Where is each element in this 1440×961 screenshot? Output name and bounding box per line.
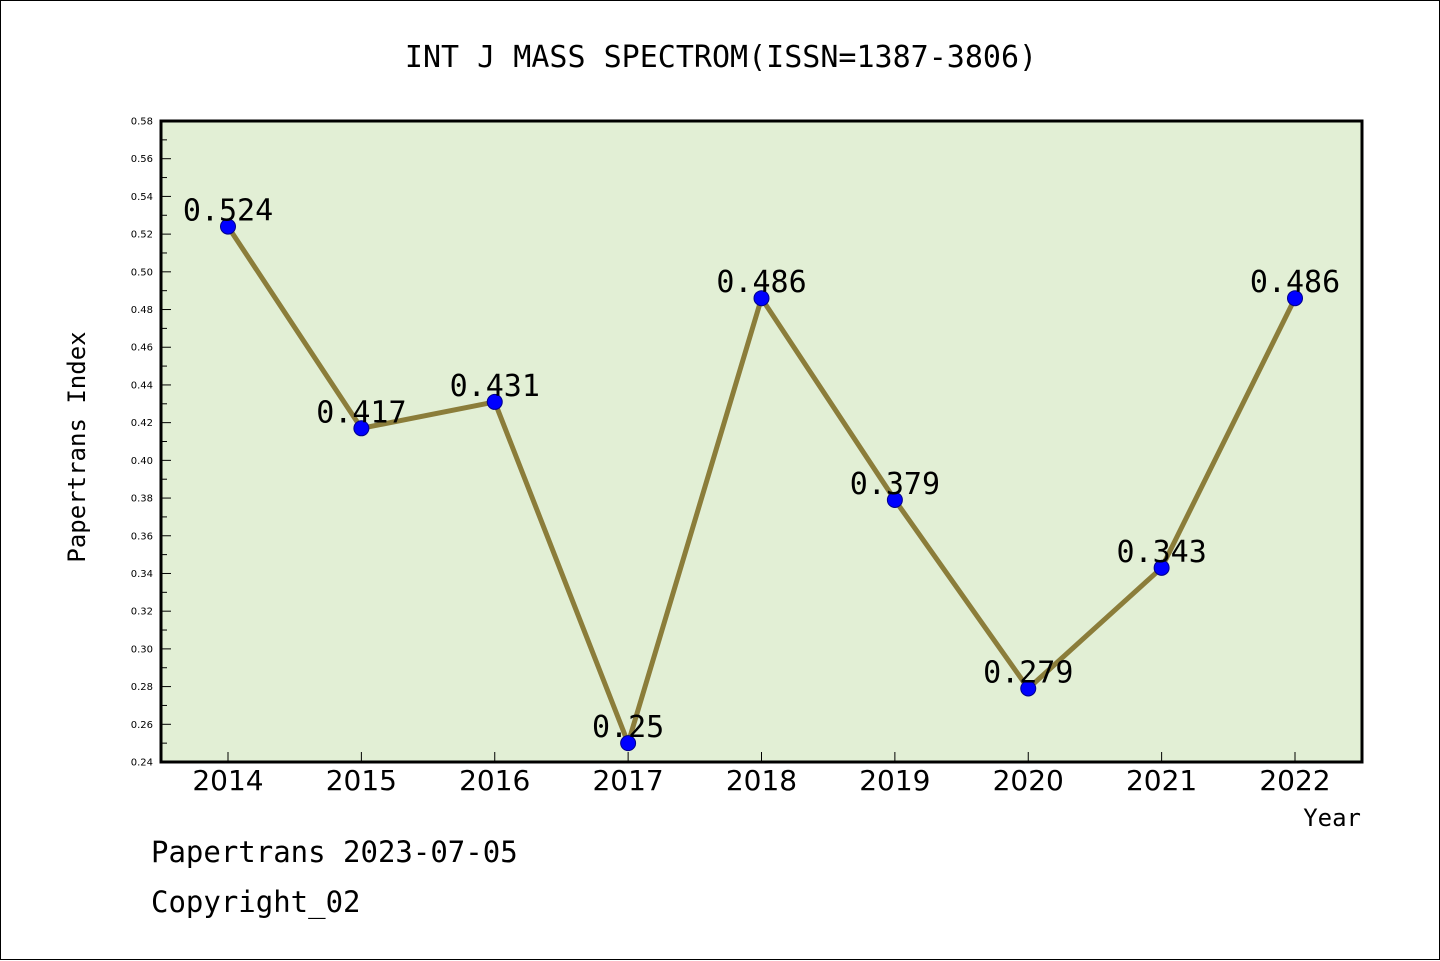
- y-tick-label: 0.28: [131, 682, 153, 693]
- data-label: 0.379: [850, 467, 940, 502]
- y-tick-label: 0.36: [131, 531, 153, 542]
- data-label: 0.417: [316, 395, 406, 430]
- chart-title: INT J MASS SPECTROM(ISSN=1387-3806): [405, 40, 1037, 75]
- data-label: 0.486: [716, 265, 806, 300]
- x-tick-label: 2014: [192, 764, 263, 797]
- data-label: 0.524: [183, 194, 273, 229]
- y-tick-label: 0.54: [131, 192, 153, 203]
- y-axis-title: Papertrans Index: [63, 331, 91, 562]
- data-point: [886, 491, 903, 508]
- data-label: 0.431: [450, 369, 540, 404]
- data-point: [486, 393, 503, 410]
- data-point: [1153, 559, 1170, 576]
- plot-area: [161, 121, 1362, 762]
- markers-group: [220, 218, 1303, 752]
- y-tick-label: 0.56: [131, 154, 153, 165]
- x-tick-label: 2021: [1126, 764, 1197, 797]
- y-tick-label: 0.40: [131, 456, 153, 467]
- x-tick-label: 2015: [326, 764, 397, 797]
- data-label: 0.279: [983, 655, 1073, 690]
- y-tick-label: 0.34: [131, 569, 153, 580]
- x-tick-label: 2016: [459, 764, 530, 797]
- data-point: [220, 218, 236, 235]
- y-tick-label: 0.24: [131, 758, 153, 769]
- plot-border: [159, 119, 1364, 764]
- data-labels-group: 0.524 0.417 0.431 0.25 0.486 0.379 0.279 0.343 0…: [183, 194, 1340, 746]
- data-point: [753, 290, 770, 307]
- y-tick-label: 0.44: [131, 380, 153, 391]
- y-tick-label: 0.32: [131, 607, 153, 618]
- data-point: [620, 735, 637, 752]
- data-point: [1020, 680, 1037, 697]
- x-axis: 2014 2015 2016 2017 2018 2019 2020 2021 2022: [192, 752, 1331, 797]
- footer-date: Papertrans 2023-07-05: [151, 835, 518, 869]
- data-point: [1287, 290, 1303, 307]
- y-tick-label: 0.38: [131, 494, 153, 505]
- y-tick-label: 0.48: [131, 305, 153, 316]
- y-tick-label: 0.52: [131, 230, 153, 241]
- data-point: [353, 420, 370, 437]
- data-label: 0.25: [592, 710, 664, 745]
- y-tick-label: 0.58: [131, 117, 153, 128]
- data-label: 0.486: [1250, 265, 1340, 300]
- y-axis: 0.24 0.26 0.28 0.30 0.32 0.34 0.36 0.38 0.40 0.42…: [131, 117, 171, 769]
- x-tick-label: 2017: [592, 764, 663, 797]
- x-tick-label: 2020: [993, 764, 1064, 797]
- footer-copyright: Copyright_02: [151, 885, 361, 919]
- x-tick-label: 2018: [726, 764, 797, 797]
- data-label: 0.343: [1116, 535, 1206, 570]
- x-tick-label: 2022: [1259, 764, 1330, 797]
- x-axis-title: Year: [1303, 804, 1361, 832]
- y-tick-label: 0.26: [131, 720, 153, 731]
- x-tick-label: 2019: [859, 764, 930, 797]
- y-tick-label: 0.46: [131, 343, 153, 354]
- y-tick-label: 0.42: [131, 418, 153, 429]
- y-tick-label: 0.50: [131, 267, 153, 278]
- y-tick-label: 0.30: [131, 644, 153, 655]
